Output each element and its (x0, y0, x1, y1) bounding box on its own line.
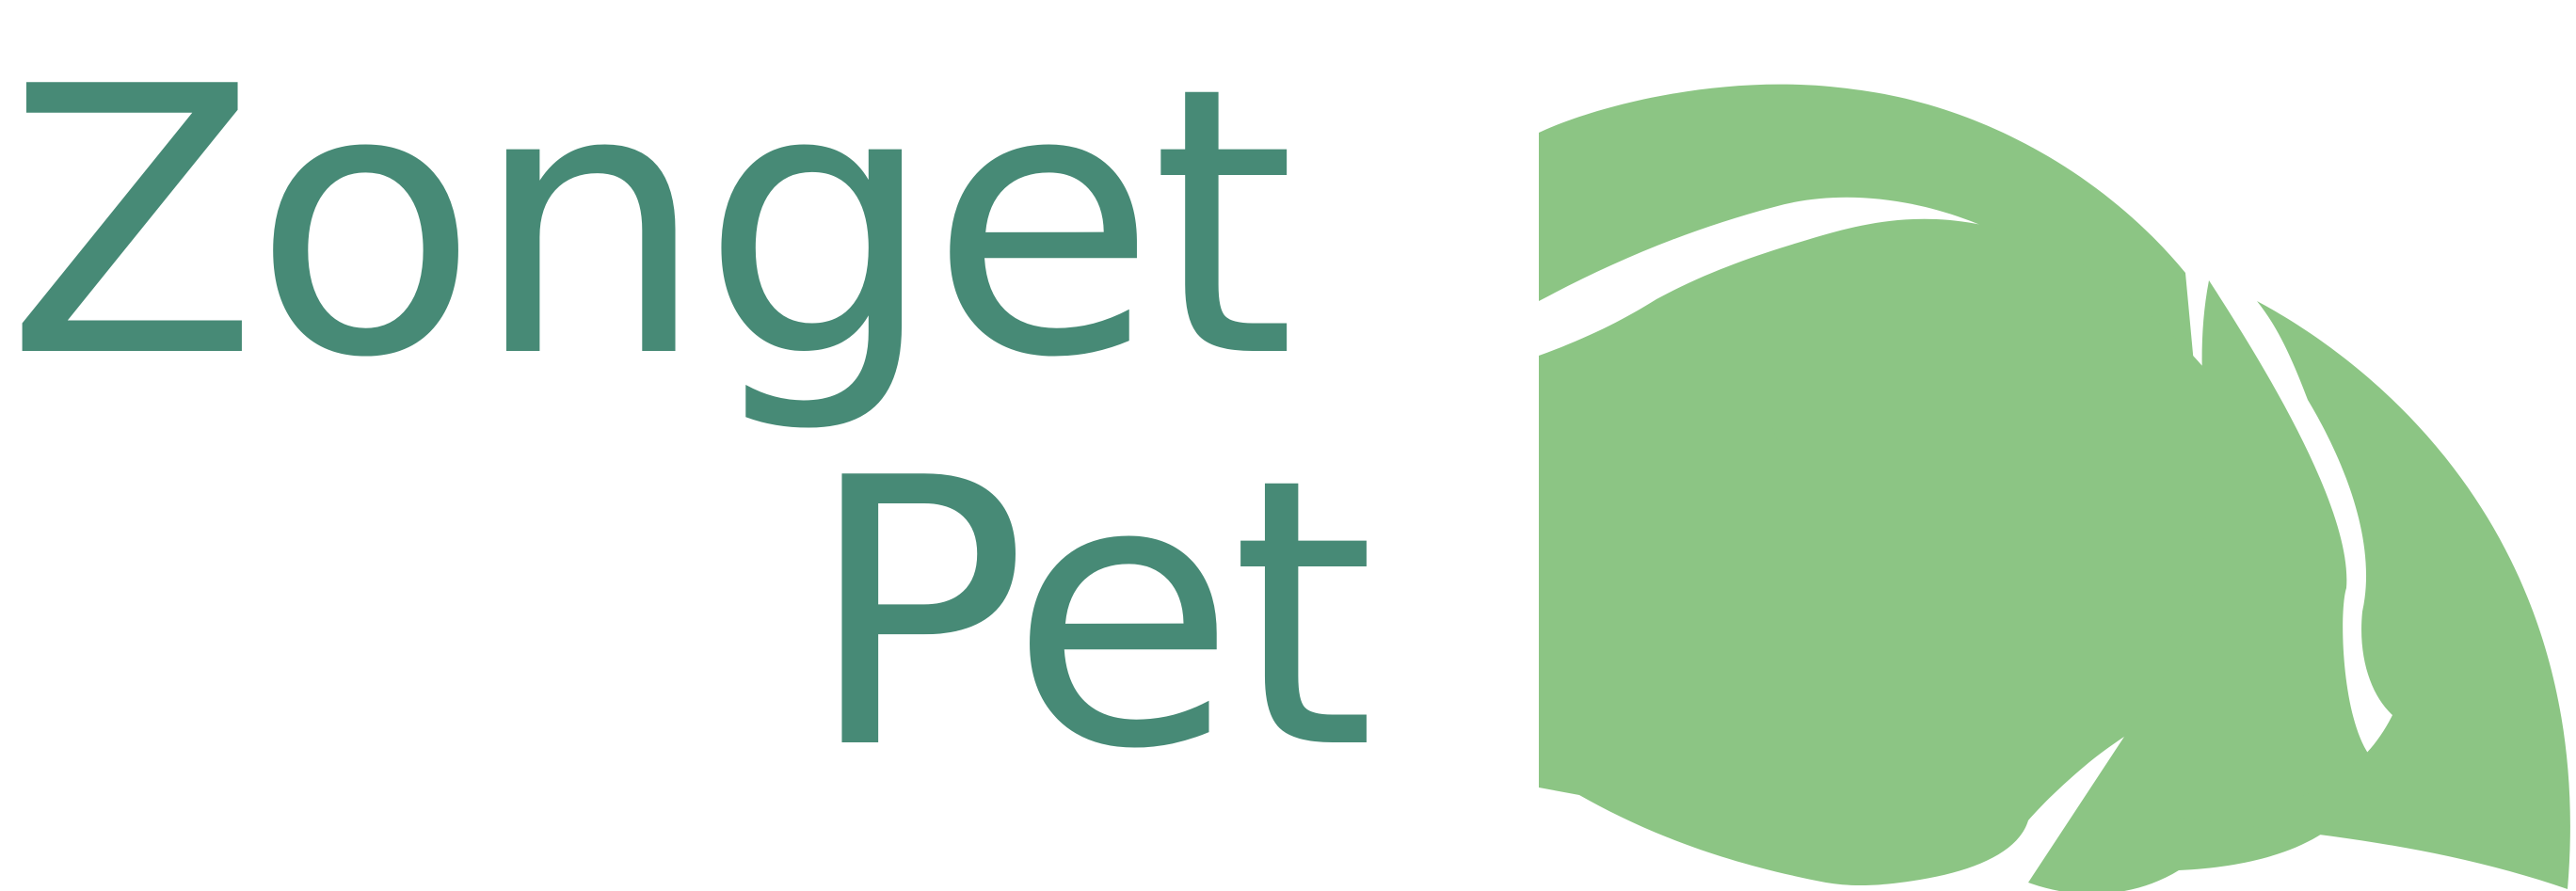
mark-nib (1770, 423, 1778, 442)
mark-top-dome (1539, 84, 2200, 436)
logo-word-pet: Pet (806, 401, 1375, 830)
logo-word-zonget: Zonget (6, 9, 1296, 438)
mark-face (1539, 218, 2280, 886)
mark-middle-stripe (2028, 280, 2369, 891)
mark-right-stripe (2169, 301, 2570, 889)
pet-creature-mark-icon (1539, 84, 2570, 891)
